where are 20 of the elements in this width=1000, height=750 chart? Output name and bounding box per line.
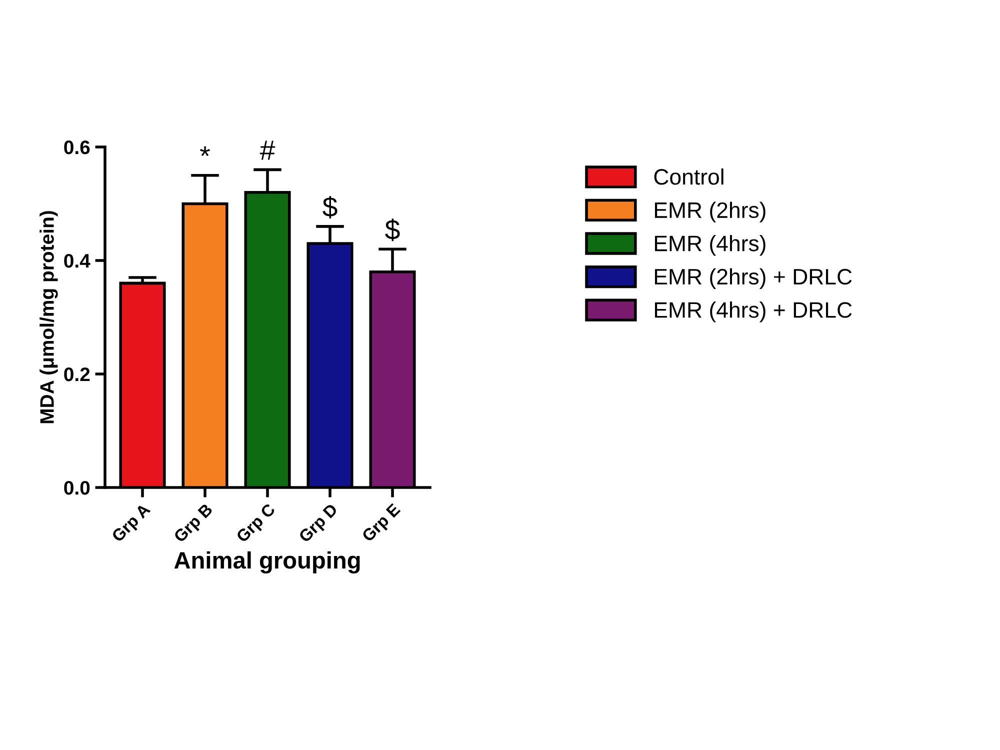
- annotation: $: [322, 196, 338, 218]
- legend-label: Control: [654, 168, 724, 185]
- y-tick-label: 0.2: [64, 367, 90, 382]
- annotation: #: [260, 140, 276, 160]
- x-axis-title: Animal grouping: [174, 551, 360, 574]
- x-tick-label: Grp B: [173, 502, 216, 546]
- y-tick-label: 0.6: [64, 140, 90, 154]
- legend-label: EMR (2hrs) + DRLC: [654, 268, 852, 289]
- y-tick-label: 0.0: [64, 480, 90, 495]
- annotation: $: [385, 218, 400, 242]
- x-tick-label: Grp A: [111, 502, 154, 545]
- x-tick-label: Grp C: [236, 502, 278, 546]
- y-axis-title: MDA (μmol/mg protein): [40, 211, 58, 424]
- legend-label: EMR (2hrs): [654, 202, 766, 222]
- annotation: *: [200, 146, 210, 156]
- legend-label: EMR (4hrs) + DRLC: [654, 302, 852, 322]
- legend-label: EMR (4hrs): [654, 235, 766, 256]
- x-tick-label: Grp E: [361, 502, 404, 545]
- x-tick-label: Grp D: [298, 502, 340, 546]
- y-tick-label: 0.4: [64, 254, 90, 268]
